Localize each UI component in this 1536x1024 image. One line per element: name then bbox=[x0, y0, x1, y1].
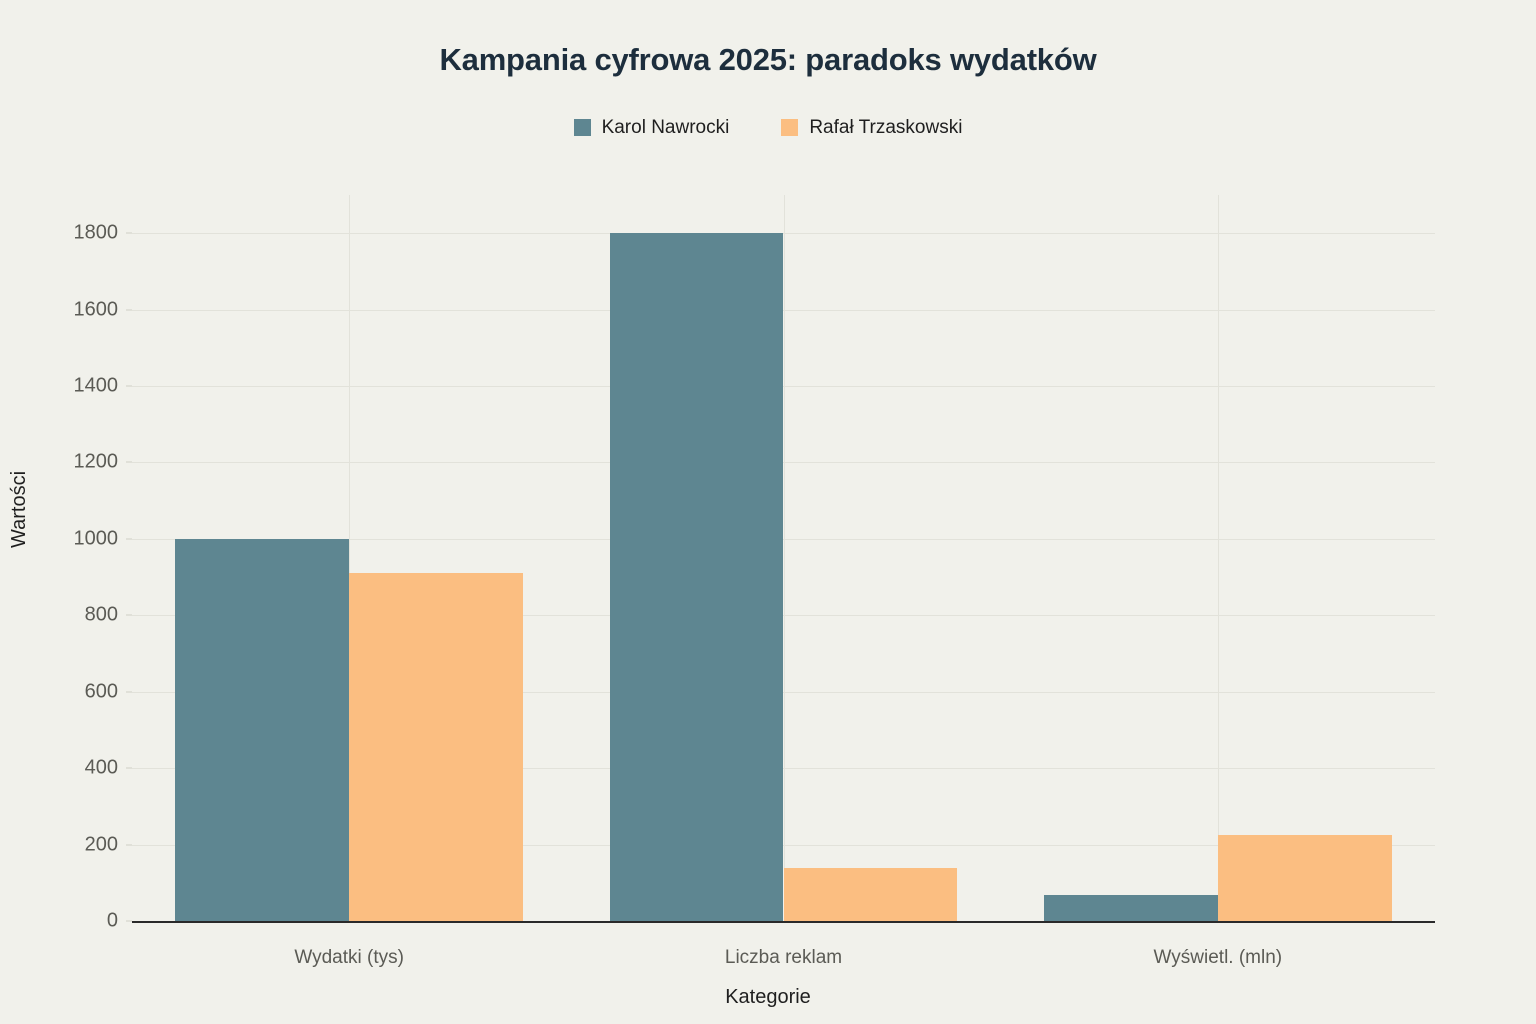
category-gridline bbox=[349, 195, 351, 921]
legend-label: Rafał Trzaskowski bbox=[809, 117, 963, 138]
bar-2-0[interactable] bbox=[1044, 895, 1218, 921]
bar-1-0[interactable] bbox=[609, 233, 784, 921]
chart-title: Kampania cyfrowa 2025: paradoks wydatków bbox=[439, 42, 1097, 77]
y-axis-tick-mark bbox=[126, 844, 132, 846]
x-axis-tick-label: Wydatki (tys) bbox=[294, 947, 404, 968]
bar-1-1[interactable] bbox=[783, 868, 958, 921]
y-axis-tick-mark bbox=[126, 767, 132, 769]
legend-swatch-icon bbox=[573, 119, 591, 136]
y-axis-tick-mark bbox=[126, 538, 132, 540]
legend-item-series-1[interactable]: Rafał Trzaskowski bbox=[781, 118, 962, 137]
y-axis-tick-label: 1400 bbox=[73, 374, 119, 397]
plot-area: 0 200 400 600 800 1000 1200 1400 1600 1800 bbox=[74, 195, 1435, 932]
y-axis-tick-label: 0 bbox=[106, 909, 118, 932]
y-axis-title: Wartości bbox=[8, 470, 30, 548]
x-axis-tick-label: Wyświetl. (mln) bbox=[1153, 947, 1283, 968]
category-gridline bbox=[783, 195, 785, 921]
chart-legend: Karol Nawrocki Rafał Trzaskowski bbox=[0, 118, 1536, 137]
y-axis-tick-label: 1600 bbox=[73, 298, 119, 321]
y-axis-tick-label: 200 bbox=[84, 833, 118, 856]
bar-0-0[interactable] bbox=[175, 538, 350, 921]
y-axis-tick-label: 1800 bbox=[73, 221, 119, 244]
y-axis-tick-label: 1000 bbox=[73, 527, 119, 550]
bar-2-1[interactable] bbox=[1217, 834, 1392, 921]
bar-0-1[interactable] bbox=[349, 573, 523, 921]
legend-item-series-0[interactable]: Karol Nawrocki bbox=[573, 117, 730, 138]
y-axis-tick-mark bbox=[126, 691, 132, 693]
y-axis-tick-label: 1200 bbox=[73, 450, 119, 473]
legend-swatch-icon bbox=[781, 119, 799, 136]
y-axis-tick-mark bbox=[126, 385, 132, 387]
y-axis-tick-label: 600 bbox=[84, 680, 118, 703]
y-axis-tick-mark bbox=[126, 614, 132, 616]
y-axis-tick-mark bbox=[126, 309, 132, 311]
category-gridline bbox=[1217, 195, 1219, 921]
x-axis-tick-label: Liczba reklam bbox=[724, 947, 843, 968]
y-axis-tick-label: 400 bbox=[84, 756, 118, 779]
x-axis-title: Kategorie bbox=[725, 986, 811, 1008]
x-axis-line bbox=[132, 921, 1435, 923]
legend-label: Karol Nawrocki bbox=[601, 117, 730, 138]
y-axis-tick-mark bbox=[126, 232, 132, 234]
y-axis-tick-mark bbox=[126, 920, 132, 922]
y-axis-tick-label: 800 bbox=[84, 603, 118, 626]
y-axis-tick-mark bbox=[126, 461, 132, 463]
